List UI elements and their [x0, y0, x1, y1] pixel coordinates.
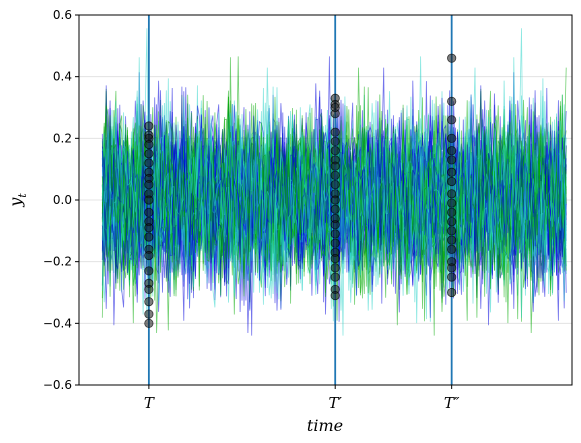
marker-point — [447, 53, 457, 63]
marker-point — [330, 229, 340, 239]
marker-point — [330, 272, 340, 282]
y-tick-label: −0.6 — [43, 378, 72, 392]
marker-point — [447, 226, 457, 236]
marker-point — [144, 250, 154, 261]
marker-point — [144, 149, 154, 159]
marker-point — [447, 133, 457, 143]
y-tick-label: 0.6 — [53, 8, 72, 22]
y-axis-label-subscript: t — [16, 193, 29, 198]
marker-point — [447, 189, 457, 199]
marker-point — [447, 244, 457, 254]
y-tick-label: 0.2 — [53, 131, 72, 145]
x-tick-label: T′ — [328, 394, 342, 412]
y-axis-label-base: y — [6, 197, 25, 208]
marker-point — [330, 136, 340, 147]
marker-point — [447, 287, 457, 298]
marker-point — [144, 195, 154, 205]
marker-point — [144, 207, 154, 217]
marker-point — [447, 167, 457, 177]
x-tick-label: T″ — [444, 394, 460, 412]
marker-point — [330, 127, 340, 137]
marker-point — [447, 115, 457, 125]
y-tick-label: −0.4 — [43, 316, 72, 330]
marker-point — [330, 109, 340, 119]
y-axis-label: yt — [6, 193, 29, 208]
marker-point — [447, 155, 457, 165]
marker-point — [330, 170, 340, 180]
marker-point — [447, 96, 457, 106]
marker-point — [330, 238, 340, 248]
marker-points — [144, 53, 457, 328]
marker-point — [330, 220, 340, 230]
y-axis: −0.6 −0.4 −0.2 0.0 0.2 0.4 0.6 — [43, 8, 79, 392]
marker-point — [144, 179, 154, 190]
marker-point — [447, 216, 457, 227]
y-tick-label: 0.4 — [53, 70, 72, 84]
marker-point — [144, 318, 154, 328]
marker-point — [330, 253, 340, 264]
marker-point — [330, 179, 340, 190]
marker-point — [144, 158, 154, 168]
marker-point — [447, 198, 457, 208]
marker-point — [447, 272, 457, 282]
marker-point — [447, 176, 457, 187]
marker-point — [144, 232, 154, 242]
marker-point — [330, 263, 340, 273]
marker-point — [447, 146, 457, 156]
marker-point — [447, 207, 457, 217]
marker-point — [447, 263, 457, 273]
marker-point — [330, 195, 340, 205]
marker-point — [144, 284, 154, 295]
marker-point — [144, 309, 154, 319]
marker-point — [144, 266, 154, 276]
marker-point — [144, 297, 154, 307]
x-tick-label: T — [144, 394, 155, 412]
marker-point — [144, 139, 154, 150]
marker-point — [144, 121, 154, 131]
y-tick-label: −0.2 — [43, 255, 72, 269]
marker-point — [330, 290, 340, 301]
x-axis-label: time — [307, 416, 343, 435]
y-tick-label: 0.0 — [53, 193, 72, 207]
x-axis: T T′ T″ — [144, 385, 460, 412]
marker-point — [330, 204, 340, 214]
marker-point — [144, 223, 154, 233]
marker-point — [330, 146, 340, 156]
marker-point — [447, 235, 457, 245]
marker-point — [330, 161, 340, 171]
